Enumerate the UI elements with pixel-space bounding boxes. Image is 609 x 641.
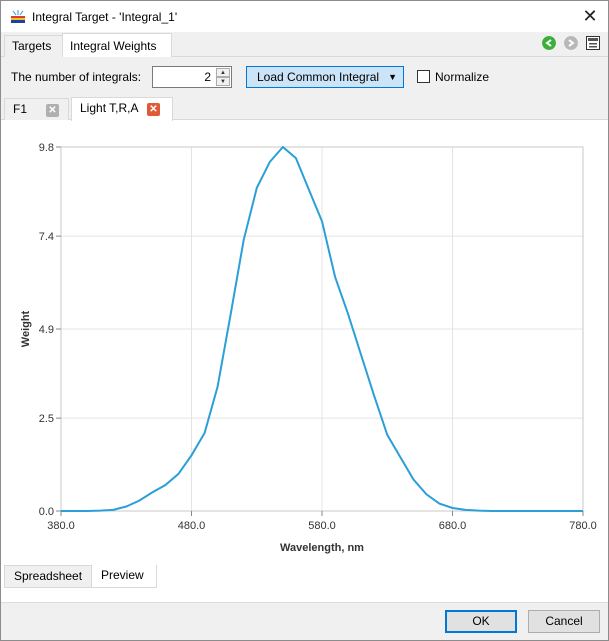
y-tick-label: 4.9 [39, 324, 54, 336]
y-tick-label: 7.4 [39, 231, 54, 243]
y-tick-label: 9.8 [39, 142, 54, 154]
y-tick-label: 2.5 [39, 413, 54, 425]
panel-icon[interactable] [586, 36, 600, 50]
load-common-integral-label: Load Common Integral [257, 70, 380, 84]
window-title: Integral Target - 'Integral_1' [32, 10, 178, 24]
subtab-f1-label: F1 [13, 102, 28, 116]
x-tick-label: 780.0 [569, 520, 597, 532]
tab-spreadsheet[interactable]: Spreadsheet [4, 565, 92, 588]
weight-chart-svg: 0.0 2.5 4.9 7.4 9.8 380.0 480.0 580.0 680.0 780.0… [20, 142, 597, 554]
normalize-label: Normalize [435, 70, 490, 84]
x-tick-label: 380.0 [47, 520, 75, 532]
num-integrals-value: 2 [204, 70, 211, 84]
ok-button[interactable]: OK [445, 610, 517, 633]
controls-row: The number of integrals: 2 ▲ ▼ Load Comm… [1, 57, 608, 97]
y-axis-title: Weight [20, 310, 32, 347]
arrow-right-icon[interactable] [564, 36, 578, 50]
dropdown-arrow-icon: ▼ [388, 72, 397, 82]
subtab-light-tra-label: Light T,R,A [80, 101, 139, 115]
cancel-button[interactable]: Cancel [528, 610, 600, 633]
num-integrals-stepper[interactable]: 2 ▲ ▼ [152, 66, 232, 88]
normalize-checkbox[interactable] [417, 70, 430, 83]
weight-chart: 0.0 2.5 4.9 7.4 9.8 380.0 480.0 580.0 680.0 780.0… [1, 121, 608, 561]
close-icon[interactable]: ✕ [582, 6, 598, 26]
dialog-footer: OK Cancel [1, 602, 608, 640]
subtab-f1[interactable]: F1 ✕ [4, 98, 69, 120]
close-f1-icon[interactable]: ✕ [46, 104, 59, 117]
x-tick-label: 680.0 [439, 520, 467, 532]
spin-up-icon[interactable]: ▲ [216, 68, 230, 77]
integral-subtabs: F1 ✕ Light T,R,A ✕ [1, 97, 608, 121]
series-line [61, 145, 583, 512]
close-light-tra-icon[interactable]: ✕ [147, 103, 160, 116]
app-icon [11, 10, 25, 23]
x-axis-title: Wavelength, nm [280, 542, 364, 554]
nav-icons [542, 36, 602, 52]
tab-integral-weights[interactable]: Integral Weights [62, 33, 172, 57]
subtab-light-tra[interactable]: Light T,R,A ✕ [71, 97, 173, 121]
arrow-left-icon[interactable] [542, 36, 556, 50]
tab-preview[interactable]: Preview [91, 565, 157, 588]
load-common-integral-button[interactable]: Load Common Integral ▼ [246, 66, 404, 88]
bottom-tabstrip: Spreadsheet Preview [1, 565, 608, 589]
x-tick-label: 580.0 [308, 520, 336, 532]
x-tick-label: 480.0 [178, 520, 206, 532]
num-integrals-label: The number of integrals: [11, 70, 142, 84]
main-tabstrip: Targets Integral Weights [1, 32, 608, 57]
title-bar: Integral Target - 'Integral_1' ✕ [1, 1, 608, 32]
y-tick-label: 0.0 [39, 506, 54, 518]
spin-down-icon[interactable]: ▼ [216, 77, 230, 86]
tab-targets[interactable]: Targets [4, 35, 63, 57]
integral-weights-panel: The number of integrals: 2 ▲ ▼ Load Comm… [1, 57, 608, 602]
